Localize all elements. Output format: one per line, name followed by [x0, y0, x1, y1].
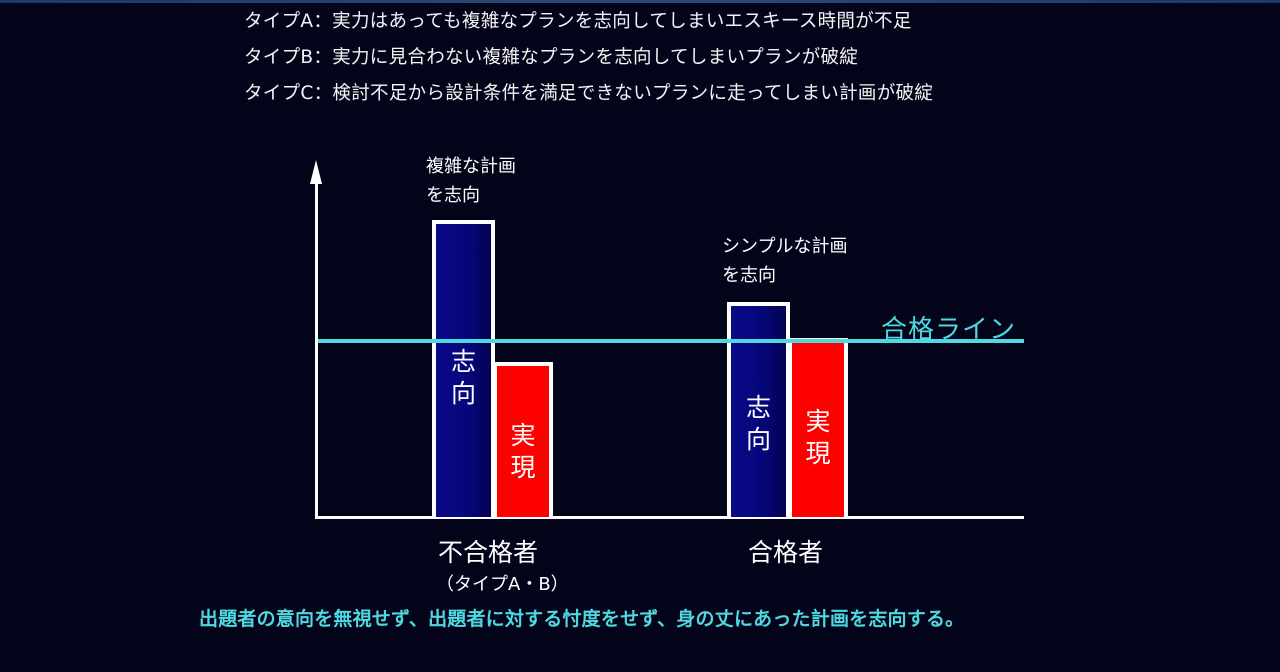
- bar-realization-pass: 実 現: [788, 338, 848, 517]
- bar-aspiration-fail: 志 向: [432, 220, 495, 517]
- annotation-simple-plan: シンプルな計画 を志向: [722, 236, 848, 286]
- y-axis: [315, 180, 318, 519]
- description-type-c: タイプC：検討不足から設計条件を満足できないプランに走ってしまい計画が破綻: [244, 83, 934, 104]
- description-type-a: タイプA：実力はあっても複雑なプランを志向してしまいエスキース時間が不足: [244, 11, 912, 32]
- conclusion-text: 出題者の意向を無視せず、出題者に対する忖度をせず、身の丈にあった計画を志向する。: [199, 608, 965, 630]
- pass-line: [318, 339, 1024, 343]
- annotation-complex-plan: 複雑な計画 を志向: [426, 156, 516, 206]
- y-axis-arrow-icon: [310, 160, 322, 184]
- x-axis: [315, 516, 1024, 519]
- bar-label-aspiration: 志 向: [745, 393, 771, 454]
- description-type-b: タイプB：実力に見合わない複雑なプランを志向してしまいプランが破綻: [244, 47, 859, 68]
- bar-realization-fail: 実 現: [493, 362, 553, 517]
- bar-label-aspiration: 志 向: [450, 347, 476, 408]
- category-sublabel-fail: （タイプA・B）: [436, 574, 569, 595]
- category-label-pass: 合格者: [748, 538, 824, 567]
- bar-aspiration-pass: 志 向: [727, 302, 790, 517]
- pass-line-label: 合格ライン: [881, 315, 1017, 345]
- category-label-fail: 不合格者: [438, 538, 539, 567]
- top-border: [0, 0, 1280, 3]
- bar-label-realization: 実 現: [805, 407, 831, 468]
- bar-label-realization: 実 現: [510, 421, 536, 482]
